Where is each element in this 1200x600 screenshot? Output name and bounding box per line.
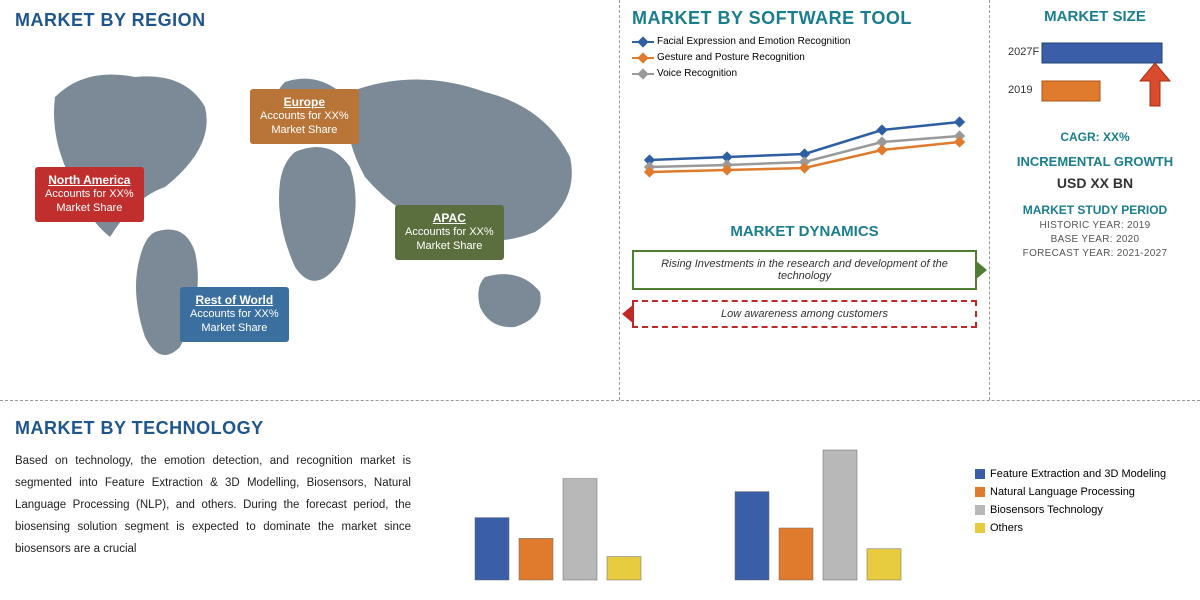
diamond-marker-icon: .legend-marker[style*="2f5fa3"]::before{… bbox=[632, 38, 654, 46]
technology-legend: Feature Extraction and 3D Modeling Natur… bbox=[965, 411, 1185, 590]
market-size-chart: 2027F 2019 bbox=[1000, 31, 1190, 121]
callout-north-america: North America Accounts for XX% Market Sh… bbox=[35, 167, 144, 222]
technology-text-block: MARKET BY TECHNOLOGY Based on technology… bbox=[15, 411, 425, 590]
region-title: MARKET BY REGION bbox=[15, 10, 604, 31]
size-label-2027: 2027F bbox=[1008, 46, 1039, 58]
legend-nlp: Natural Language Processing bbox=[975, 486, 1185, 498]
cagr-label: CAGR: XX% bbox=[1000, 130, 1190, 144]
callout-eu-l2: Market Share bbox=[260, 124, 349, 138]
size-label-2019: 2019 bbox=[1008, 84, 1032, 96]
technology-bar-chart bbox=[425, 430, 965, 590]
callout-apac: APAC Accounts for XX% Market Share bbox=[395, 205, 504, 260]
up-arrow-icon bbox=[1140, 63, 1170, 106]
incremental-growth-title: INCREMENTAL GROWTH bbox=[1000, 154, 1190, 169]
callout-row-name: Rest of World bbox=[190, 293, 279, 308]
world-map: North America Accounts for XX% Market Sh… bbox=[15, 37, 605, 377]
study-base: BASE YEAR: 2020 bbox=[1000, 234, 1190, 245]
legend-facial: .legend-marker[style*="2f5fa3"]::before{… bbox=[632, 35, 850, 49]
technology-paragraph: Based on technology, the emotion detecti… bbox=[15, 451, 411, 560]
legend-feature: Feature Extraction and 3D Modeling bbox=[975, 468, 1185, 480]
diamond-marker-icon: .legend-item[data-name="legend-gesture"]… bbox=[632, 54, 654, 62]
callout-na-l2: Market Share bbox=[45, 202, 134, 216]
study-forecast: FORECAST YEAR: 2021-2027 bbox=[1000, 248, 1190, 259]
technology-title: MARKET BY TECHNOLOGY bbox=[15, 411, 411, 445]
dynamics-restraint: .dyn-box.arrow-l::before{border-right-co… bbox=[632, 300, 977, 328]
legend-voice: .legend-item[data-name="legend-voice"] .… bbox=[632, 67, 737, 81]
software-title: MARKET BY SOFTWARE TOOL bbox=[632, 8, 977, 29]
callout-row-l1: Accounts for XX% bbox=[190, 308, 279, 322]
study-period-title: MARKET STUDY PERIOD bbox=[1000, 203, 1190, 217]
callout-rest-of-world: Rest of World Accounts for XX% Market Sh… bbox=[180, 287, 289, 342]
market-by-technology-panel: MARKET BY TECHNOLOGY Based on technology… bbox=[0, 400, 1200, 600]
study-historic: HISTORIC YEAR: 2019 bbox=[1000, 220, 1190, 231]
incremental-growth-value: USD XX BN bbox=[1000, 175, 1190, 191]
legend-other: Others bbox=[975, 522, 1185, 534]
legend-gesture: .legend-item[data-name="legend-gesture"]… bbox=[632, 51, 805, 65]
callout-europe: Europe Accounts for XX% Market Share bbox=[250, 89, 359, 144]
callout-na-name: North America bbox=[45, 173, 134, 188]
callout-eu-name: Europe bbox=[260, 95, 349, 110]
dynamics-title: MARKET DYNAMICS bbox=[632, 223, 977, 240]
software-line-chart bbox=[632, 87, 977, 217]
sidebar-panel: MARKET SIZE 2027F 2019 CAGR: XX% INCREME… bbox=[990, 0, 1200, 400]
callout-row-l2: Market Share bbox=[190, 322, 279, 336]
technology-bar-chart-wrap bbox=[425, 411, 965, 590]
callout-apac-l1: Accounts for XX% bbox=[405, 226, 494, 240]
callout-eu-l1: Accounts for XX% bbox=[260, 110, 349, 124]
market-size-title: MARKET SIZE bbox=[1000, 8, 1190, 25]
diamond-marker-icon: .legend-item[data-name="legend-voice"] .… bbox=[632, 70, 654, 78]
market-by-region-panel: MARKET BY REGION North America Accounts … bbox=[0, 0, 620, 400]
legend-bio: Biosensors Technology bbox=[975, 504, 1185, 516]
callout-apac-name: APAC bbox=[405, 211, 494, 226]
market-by-software-panel: MARKET BY SOFTWARE TOOL .legend-marker[s… bbox=[620, 0, 990, 400]
callout-na-l1: Accounts for XX% bbox=[45, 188, 134, 202]
callout-apac-l2: Market Share bbox=[405, 240, 494, 254]
line-chart-legend: .legend-marker[style*="2f5fa3"]::before{… bbox=[632, 35, 977, 83]
dynamics-driver: .dyn-box.arrow-r::after{border-left-colo… bbox=[632, 250, 977, 290]
